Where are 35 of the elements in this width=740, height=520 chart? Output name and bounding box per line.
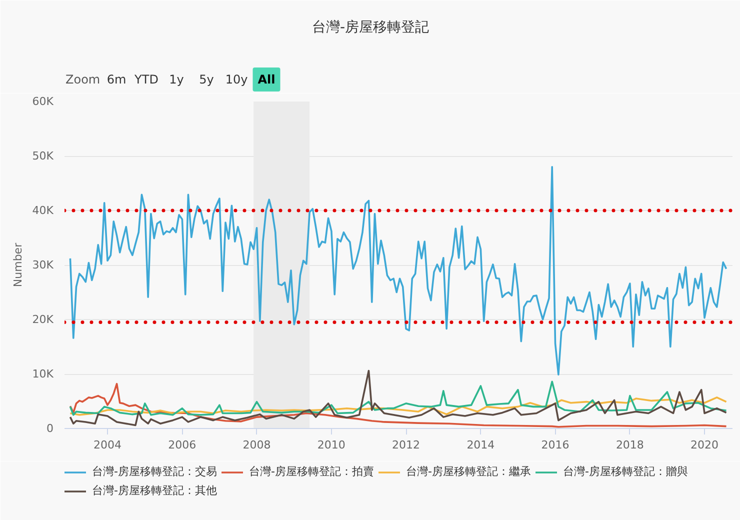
legend-label: 台灣-房屋移轉登記：繼承 — [406, 464, 531, 479]
text: 1y — [169, 72, 184, 86]
y-axis-title: Number — [11, 242, 24, 288]
x-tick-label: 2006 — [168, 438, 196, 452]
y-tick-label: 50K — [32, 150, 54, 162]
x-tick-label: 2012 — [392, 438, 420, 452]
line-series — [69, 370, 728, 426]
x-tick-label: 2008 — [242, 438, 271, 452]
text: YTD — [134, 72, 158, 86]
y-tick-label: 10K — [32, 368, 54, 380]
x-tick-label: 2004 — [94, 438, 122, 452]
text: Zoom — [66, 72, 100, 86]
x-tick-label: 2010 — [317, 438, 346, 452]
legend-label: 台灣-房屋移轉登記：拍賣 — [248, 464, 374, 479]
line-series — [69, 166, 728, 376]
line-series — [69, 396, 728, 416]
legend-label: 台灣-房屋移轉登記：其他 — [92, 483, 217, 498]
y-tick-label: 30K — [32, 258, 54, 272]
legend-label: 台灣-房屋移轉登記：贈與 — [562, 464, 688, 479]
y-tick-label: 0 — [46, 422, 54, 435]
x-tick-label: 2020 — [690, 438, 719, 452]
line-series — [69, 380, 728, 416]
line-series — [69, 382, 728, 428]
legend-label: 台灣-房屋移轉登記：交易 — [92, 464, 217, 479]
x-tick-label: 2018 — [616, 438, 644, 452]
text: 10y — [225, 72, 248, 86]
text: 5y — [199, 72, 214, 86]
x-tick-label: 2014 — [466, 438, 495, 452]
y-tick-label: 40K — [32, 204, 54, 217]
text: 6m — [106, 72, 126, 86]
chart-title: 台灣-房屋移轉登記 — [312, 20, 430, 36]
y-tick-label: 20K — [32, 313, 54, 326]
x-tick-label: 2016 — [541, 438, 570, 452]
text: All — [258, 72, 276, 86]
y-tick-label: 60K — [32, 95, 54, 108]
